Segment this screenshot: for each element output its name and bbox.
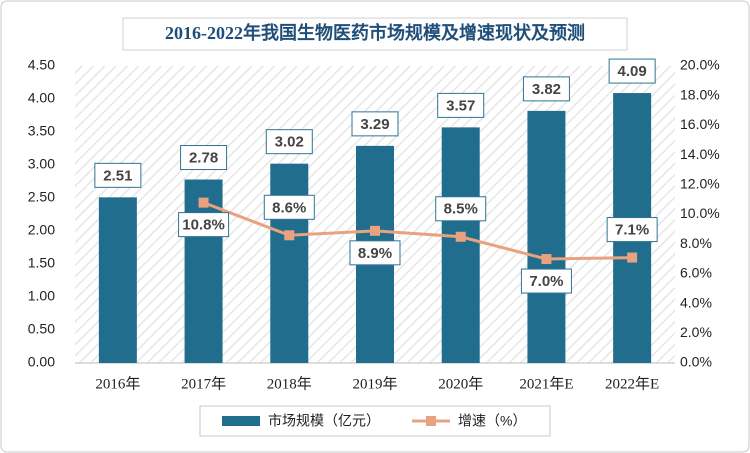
line-label: 8.9% [358, 245, 392, 262]
x-tick-label: 2016年 [95, 375, 140, 392]
bar [98, 197, 137, 363]
bar-label: 3.29 [360, 116, 389, 133]
y2-tick-label: 10.0% [680, 205, 720, 221]
line-label: 7.0% [529, 273, 563, 290]
y2-tick-label: 12.0% [680, 176, 720, 192]
line-label-box [263, 194, 315, 220]
line-marker [627, 252, 638, 263]
y-tick-label: 3.50 [28, 123, 55, 139]
x-tick-label: 2019年 [352, 375, 397, 392]
y2-tick-label: 18.0% [680, 86, 720, 102]
bar-label: 2.51 [103, 167, 132, 184]
title-box [122, 17, 628, 51]
bar-label-box [608, 58, 656, 84]
y2-tick-label: 0.0% [680, 354, 712, 370]
legend-swatch [222, 416, 260, 426]
y2-tick-label: 20.0% [680, 57, 720, 73]
line-label-box [349, 240, 401, 266]
line-marker [455, 231, 466, 242]
y-tick-label: 4.00 [28, 90, 55, 106]
line [203, 201, 633, 261]
line-label-box [520, 268, 572, 294]
y2-tick-label: 4.0% [680, 294, 712, 310]
y2-tick-label: 6.0% [680, 265, 712, 281]
legend-label: 增速（%） [458, 413, 526, 429]
bar-label: 2.78 [189, 149, 218, 166]
y-tick-label: 1.00 [28, 288, 55, 304]
x-tick-label: 2022年E [605, 375, 659, 392]
x-tick-label: 2021年E [519, 375, 573, 392]
bar-label: 3.57 [446, 97, 475, 114]
line-marker [198, 197, 209, 208]
line-marker [370, 225, 380, 236]
bar-label: 4.09 [618, 63, 647, 80]
bar-label: 3.82 [532, 81, 561, 98]
bar-label-box [351, 111, 399, 137]
y-tick-label: 0.00 [28, 354, 55, 370]
x-tick-label: 2018年 [267, 375, 312, 392]
y2-tick-label: 8.0% [680, 235, 712, 251]
chart-title: 2016-2022年我国生物医药市场规模及增速现状及预测 [165, 22, 585, 43]
bar-label-box [180, 145, 228, 171]
bar [527, 110, 566, 363]
bar-label: 3.02 [275, 134, 304, 151]
y-tick-label: 3.00 [28, 156, 55, 172]
y2-tick-label: 2.0% [680, 324, 712, 340]
line-marker [541, 254, 552, 265]
bar-label-box [522, 76, 570, 102]
line-label-box [606, 217, 658, 243]
y2-tick-label: 16.0% [680, 116, 720, 132]
y-tick-label: 4.50 [28, 57, 55, 73]
legend-swatch-marker [426, 416, 436, 426]
bar-label-box [437, 92, 485, 118]
bar [270, 163, 309, 363]
bar [441, 127, 480, 363]
y-tick-label: 0.50 [28, 321, 55, 337]
bar-label-box [94, 162, 142, 188]
line-label: 10.8% [182, 217, 225, 234]
y2-tick-label: 14.0% [680, 146, 720, 162]
bar-label-box [265, 129, 313, 155]
y-tick-label: 2.50 [28, 189, 55, 205]
line-label: 8.5% [444, 201, 478, 218]
line-marker [284, 230, 295, 241]
y-tick-label: 2.00 [28, 222, 55, 238]
y-tick-label: 1.50 [28, 255, 55, 271]
legend-label: 市场规模（亿元） [268, 413, 380, 429]
line-label: 8.6% [272, 199, 306, 216]
line-label-box [178, 212, 230, 238]
bar [184, 179, 223, 363]
line-label: 7.1% [615, 222, 649, 239]
line-label-box [435, 196, 487, 222]
x-tick-label: 2017年 [181, 375, 226, 392]
x-tick-label: 2020年 [438, 375, 483, 392]
